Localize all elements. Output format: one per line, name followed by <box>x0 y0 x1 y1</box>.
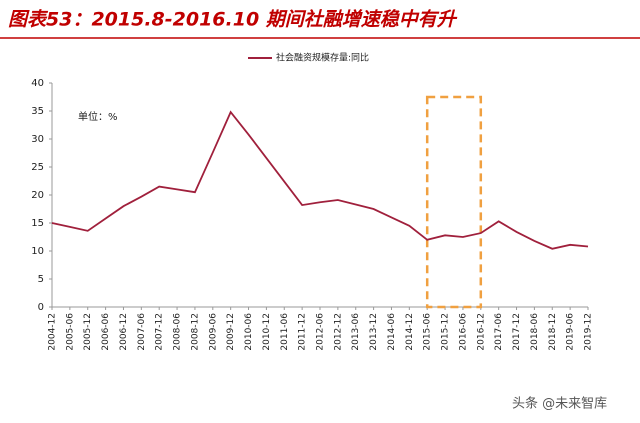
x-tick-label: 2011-06 <box>280 313 290 351</box>
x-tick-label: 2007-06 <box>137 313 147 351</box>
y-tick-label: 35 <box>31 106 44 117</box>
x-tick-label: 2005-06 <box>65 313 75 351</box>
watermark: 头条 @未来智库 <box>512 396 607 412</box>
y-tick-label: 20 <box>31 190 44 201</box>
x-tick-label: 2012-06 <box>316 313 326 351</box>
x-tick-label: 2017-12 <box>512 313 522 351</box>
x-tick-label: 2018-12 <box>548 313 558 351</box>
legend-label: 社会融资规模存量:同比 <box>276 52 369 64</box>
y-tick-label: 30 <box>31 134 44 145</box>
x-tick-label: 2014-12 <box>405 313 415 351</box>
x-tick-label: 2014-06 <box>387 313 397 351</box>
y-tick-label: 40 <box>31 78 44 89</box>
x-tick-label: 2016-12 <box>476 313 486 351</box>
y-tick-label: 15 <box>31 218 44 229</box>
line-series <box>51 110 589 250</box>
x-tick-label: 2013-12 <box>369 313 379 351</box>
y-tick-label: 5 <box>38 274 44 285</box>
x-tick-label: 2006-06 <box>101 313 111 351</box>
x-tick-label: 2010-06 <box>244 313 254 351</box>
x-tick-label: 2012-12 <box>333 313 343 351</box>
x-tick-label: 2016-06 <box>458 313 468 351</box>
x-tick-label: 2019-06 <box>566 313 576 351</box>
y-tick-label: 25 <box>31 162 44 173</box>
chart-title: 图表53：2015.8-2016.10 期间社融增速稳中有升 <box>8 9 458 31</box>
x-tick-label: 2018-06 <box>530 313 540 351</box>
x-tick-label: 2009-12 <box>226 313 236 351</box>
x-tick-label: 2009-06 <box>208 313 218 351</box>
x-tick-label: 2006-12 <box>119 313 129 351</box>
x-tick-label: 2008-12 <box>190 313 200 351</box>
y-tick-label: 10 <box>31 246 44 257</box>
x-tick-label: 2017-06 <box>494 313 504 351</box>
unit-note: 单位：% <box>78 110 118 123</box>
x-tick-label: 2005-12 <box>83 313 93 351</box>
x-tick-label: 2013-06 <box>351 313 361 351</box>
x-tick-label: 2008-06 <box>173 313 183 351</box>
highlight-box <box>425 95 483 309</box>
x-tick-label: 2011-12 <box>298 313 308 351</box>
x-tick-label: 2019-12 <box>584 313 594 351</box>
x-tick-label: 2010-12 <box>262 313 272 351</box>
x-tick-label: 2015-12 <box>441 313 451 351</box>
x-tick-label: 2007-12 <box>155 313 165 351</box>
x-tick-label: 2015-06 <box>423 313 433 351</box>
y-tick-label: 0 <box>38 302 44 313</box>
x-tick-label: 2004-12 <box>48 313 58 351</box>
